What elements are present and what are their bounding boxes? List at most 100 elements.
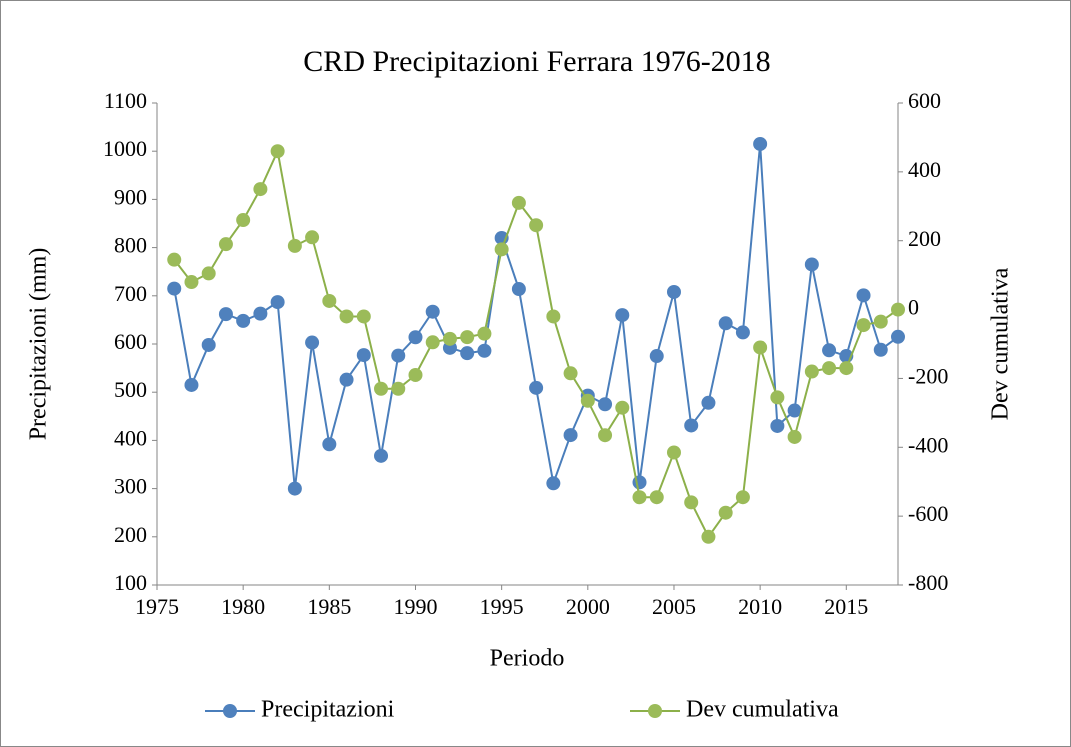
point [615,308,630,323]
point [580,393,595,408]
y-tick-label: 800 [114,233,147,258]
point [770,390,785,405]
point [408,330,423,345]
point [718,316,733,331]
x-tick-label: 1985 [307,594,351,619]
point [305,230,320,245]
x-tick-label: 2000 [566,594,610,619]
point [460,330,475,345]
point [374,448,389,463]
point [442,331,457,346]
point [753,136,768,151]
legend-label: Precipitazioni [261,697,395,723]
point [787,403,802,418]
y-tick-label: 300 [114,474,147,499]
y-tick-label: 400 [114,425,147,450]
point [356,309,371,324]
point [374,381,389,396]
point [684,495,699,510]
x-tick-label: 2010 [738,594,782,619]
point [804,257,819,272]
y2-axis-label: Dev cumulativa [988,267,1014,420]
point [563,428,578,443]
y2-tick-label: 400 [908,157,941,182]
legend-marker [223,704,237,718]
point [598,397,613,412]
point [460,346,475,361]
point [287,481,302,496]
point [822,361,837,376]
point [563,366,578,381]
point [322,293,337,308]
point [735,490,750,505]
point [218,237,233,252]
point [287,238,302,253]
x-tick-label: 1995 [480,594,524,619]
point [184,377,199,392]
point [201,266,216,281]
point [339,309,354,324]
point [718,505,733,520]
y-tick-label: 500 [114,377,147,402]
point [408,367,423,382]
point [253,306,268,321]
point [684,418,699,433]
point [356,348,371,363]
point [322,437,337,452]
point [632,475,647,490]
y-axis-label: Precipitazioni (mm) [26,248,52,441]
point [477,343,492,358]
point [753,340,768,355]
point [167,252,182,267]
point [856,288,871,303]
y2-tick-label: -200 [908,363,948,388]
y-tick-label: 600 [114,329,147,354]
y2-tick-label: -400 [908,432,948,457]
point [839,361,854,376]
point [666,445,681,460]
point [735,325,750,340]
y2-tick-label: -600 [908,501,948,526]
point [546,476,561,491]
point [649,349,664,364]
point [339,372,354,387]
point [236,213,251,228]
point [701,395,716,410]
point [873,314,888,329]
point [770,418,785,433]
y-tick-label: 1100 [104,88,147,113]
point [253,182,268,197]
x-tick-label: 1990 [393,594,437,619]
point [236,313,251,328]
point [511,282,526,297]
point [184,275,199,290]
point [494,242,509,257]
point [218,307,233,322]
point [649,490,664,505]
point [425,304,440,319]
point [270,295,285,310]
x-tick-label: 1975 [135,594,179,619]
point [856,318,871,333]
point [305,335,320,350]
y2-tick-label: 200 [908,226,941,251]
point [615,400,630,415]
point [804,364,819,379]
y2-tick-label: -800 [908,570,948,595]
point [701,529,716,544]
point [391,348,406,363]
y-tick-label: 700 [114,281,147,306]
x-tick-label: 2015 [824,594,868,619]
x-tick-label: 2005 [652,594,696,619]
point [529,218,544,233]
point [891,302,905,317]
point [425,335,440,350]
point [511,195,526,210]
point [201,337,216,352]
chart-title: CRD Precipitazioni Ferrara 1976-2018 [303,45,770,78]
y-tick-label: 200 [114,522,147,547]
point [529,380,544,395]
legend-marker [648,704,662,718]
legend-label: Dev cumulativa [686,697,839,723]
